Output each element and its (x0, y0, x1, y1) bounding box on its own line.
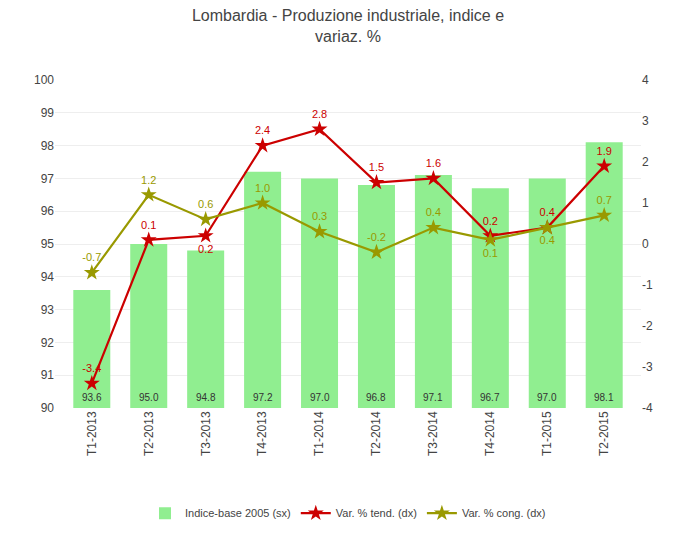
svg-text:T4-2014: T4-2014 (483, 411, 497, 456)
svg-text:95: 95 (41, 237, 55, 251)
svg-text:1.0: 1.0 (255, 182, 270, 194)
svg-text:97.0: 97.0 (310, 392, 330, 403)
svg-text:T1-2013: T1-2013 (85, 411, 99, 456)
svg-text:94: 94 (41, 270, 55, 284)
svg-text:1: 1 (642, 196, 649, 210)
svg-text:91: 91 (41, 368, 55, 382)
svg-text:97.0: 97.0 (537, 392, 557, 403)
svg-text:99: 99 (41, 106, 55, 120)
svg-text:96: 96 (41, 204, 55, 218)
svg-text:0.3: 0.3 (312, 210, 327, 222)
svg-text:92: 92 (41, 336, 55, 350)
svg-text:100: 100 (34, 73, 54, 87)
svg-text:93: 93 (41, 303, 55, 317)
svg-text:-1: -1 (642, 278, 653, 292)
svg-text:0.6: 0.6 (198, 198, 213, 210)
svg-text:2.4: 2.4 (255, 124, 270, 136)
svg-text:0.4: 0.4 (540, 206, 555, 218)
svg-text:2: 2 (642, 155, 649, 169)
svg-text:-3: -3 (642, 360, 653, 374)
svg-text:0.2: 0.2 (198, 243, 213, 255)
svg-text:-2: -2 (642, 319, 653, 333)
svg-text:3: 3 (642, 114, 649, 128)
svg-text:-0.2: -0.2 (367, 231, 386, 243)
svg-text:Var. % tend. (dx): Var. % tend. (dx) (336, 507, 417, 519)
svg-text:-4: -4 (642, 401, 653, 415)
svg-text:T3-2013: T3-2013 (199, 411, 213, 456)
svg-text:98.1: 98.1 (594, 392, 614, 403)
svg-text:4: 4 (642, 73, 649, 87)
svg-text:T3-2014: T3-2014 (426, 411, 440, 456)
svg-text:T1-2015: T1-2015 (540, 411, 554, 456)
svg-text:93.6: 93.6 (82, 392, 102, 403)
svg-text:96.7: 96.7 (480, 392, 500, 403)
svg-text:0.4: 0.4 (540, 234, 555, 246)
svg-text:0.1: 0.1 (483, 247, 498, 259)
svg-text:1.5: 1.5 (369, 161, 384, 173)
svg-text:97.2: 97.2 (253, 392, 273, 403)
svg-text:97: 97 (41, 172, 55, 186)
svg-text:Lombardia - Produzione industr: Lombardia - Produzione industriale, indi… (192, 7, 504, 45)
svg-text:1.2: 1.2 (141, 174, 156, 186)
svg-text:0.4: 0.4 (426, 206, 441, 218)
svg-text:T2-2014: T2-2014 (369, 411, 383, 456)
svg-text:94.8: 94.8 (196, 392, 216, 403)
svg-text:T4-2013: T4-2013 (256, 411, 270, 456)
svg-text:1.9: 1.9 (597, 145, 612, 157)
svg-text:2.8: 2.8 (312, 108, 327, 120)
svg-text:97.1: 97.1 (423, 392, 443, 403)
svg-text:Var. % cong. (dx): Var. % cong. (dx) (462, 507, 546, 519)
svg-text:Indice-base 2005 (sx): Indice-base 2005 (sx) (185, 507, 291, 519)
svg-text:96.8: 96.8 (366, 392, 386, 403)
svg-text:98: 98 (41, 139, 55, 153)
svg-text:0: 0 (642, 237, 649, 251)
svg-text:-3.4: -3.4 (82, 362, 101, 374)
svg-text:90: 90 (41, 401, 55, 415)
svg-text:0.7: 0.7 (597, 194, 612, 206)
svg-text:T2-2013: T2-2013 (142, 411, 156, 456)
svg-text:0.1: 0.1 (141, 219, 156, 231)
svg-text:T1-2014: T1-2014 (312, 411, 326, 456)
svg-text:T2-2015: T2-2015 (597, 411, 611, 456)
svg-text:0.2: 0.2 (483, 215, 498, 227)
svg-text:-0.7: -0.7 (82, 251, 101, 263)
svg-text:1.6: 1.6 (426, 157, 441, 169)
svg-text:95.0: 95.0 (139, 392, 159, 403)
